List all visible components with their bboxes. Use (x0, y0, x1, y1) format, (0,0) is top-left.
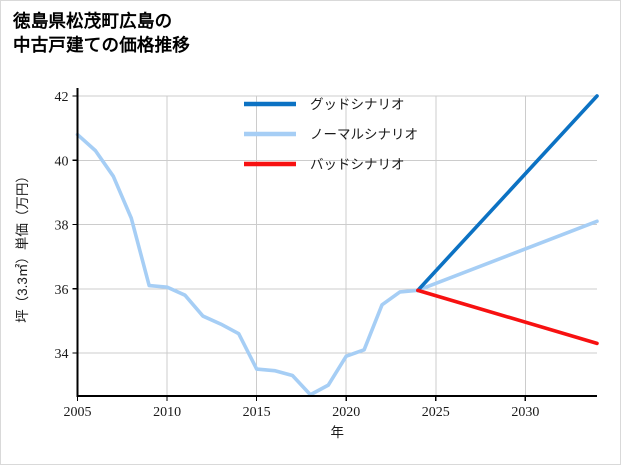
series-line-good (416, 94, 599, 293)
x-axis-title: 年 (331, 425, 345, 440)
x-tick-label: 2025 (422, 405, 450, 420)
legend-label-good: グッドシナリオ (310, 97, 405, 112)
x-tick-label: 2015 (243, 405, 271, 420)
gridlines (77, 95, 597, 396)
legend-label-normal: ノーマルシナリオ (310, 127, 418, 142)
y-tick-label: 38 (55, 219, 69, 234)
y-tick-label: 34 (55, 347, 69, 362)
series-line-bad (416, 288, 599, 346)
x-tick-label: 2010 (153, 405, 181, 420)
y-axis-title: 坪（3.3㎡）単価（万円） (15, 169, 30, 323)
x-tick-label: 2005 (64, 405, 92, 420)
data-series (75, 94, 599, 397)
y-tick-label: 42 (55, 90, 69, 105)
x-tick-label: 2030 (511, 405, 539, 420)
y-tick-label: 40 (55, 154, 69, 169)
series-line-normal (75, 132, 599, 397)
x-tick-label: 2020 (332, 405, 360, 420)
page-title: 徳島県松茂町広島の 中古戸建ての価格推移 (13, 11, 190, 56)
y-tick-label: 36 (55, 283, 69, 298)
axes (72, 88, 597, 401)
tick-labels: 34 36 38 40 42 2005 2010 2015 2020 2025 2030 年 坪（3.3… (15, 90, 539, 440)
legend-label-bad: バッドシナリオ (310, 157, 405, 172)
